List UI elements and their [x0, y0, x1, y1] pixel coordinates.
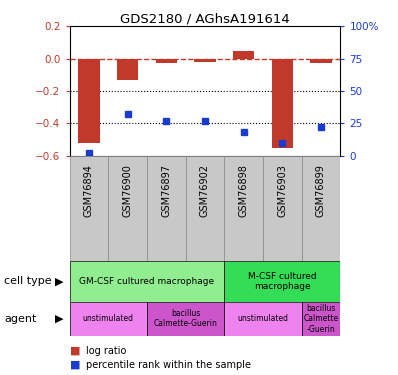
Bar: [233, 51, 254, 58]
Text: GSM76898: GSM76898: [239, 164, 249, 217]
Text: GSM76899: GSM76899: [316, 164, 326, 217]
Bar: [272, 58, 293, 147]
Text: GM-CSF cultured macrophage: GM-CSF cultured macrophage: [80, 277, 215, 286]
Bar: [302, 302, 340, 336]
Bar: [70, 261, 224, 302]
Bar: [147, 302, 224, 336]
Text: GSM76902: GSM76902: [200, 164, 210, 217]
Bar: [302, 156, 340, 261]
Text: GSM76903: GSM76903: [277, 164, 287, 217]
Bar: [224, 261, 340, 302]
Text: bacillus
Calmette
-Guerin: bacillus Calmette -Guerin: [303, 304, 339, 334]
Text: ▶: ▶: [55, 314, 64, 324]
Text: unstimulated: unstimulated: [83, 314, 134, 323]
Text: ■: ■: [70, 360, 80, 369]
Text: cell type: cell type: [4, 276, 52, 286]
Text: ■: ■: [70, 346, 80, 355]
Bar: [185, 156, 224, 261]
Bar: [310, 58, 332, 63]
Bar: [263, 156, 302, 261]
Title: GDS2180 / AGhsA191614: GDS2180 / AGhsA191614: [120, 12, 290, 25]
Text: unstimulated: unstimulated: [238, 314, 289, 323]
Text: GSM76897: GSM76897: [161, 164, 171, 217]
Bar: [224, 156, 263, 261]
Text: GSM76894: GSM76894: [84, 164, 94, 217]
Text: percentile rank within the sample: percentile rank within the sample: [86, 360, 251, 369]
Text: bacillus
Calmette-Guerin: bacillus Calmette-Guerin: [154, 309, 218, 328]
Bar: [117, 58, 138, 80]
Bar: [70, 156, 108, 261]
Bar: [70, 302, 147, 336]
Bar: [108, 156, 147, 261]
Bar: [156, 58, 177, 63]
Bar: [194, 58, 216, 62]
Text: GSM76900: GSM76900: [123, 164, 133, 217]
Text: log ratio: log ratio: [86, 346, 126, 355]
Text: M-CSF cultured
macrophage: M-CSF cultured macrophage: [248, 272, 316, 291]
Text: ▶: ▶: [55, 276, 64, 286]
Bar: [147, 156, 185, 261]
Bar: [78, 58, 100, 143]
Text: agent: agent: [4, 314, 36, 324]
Bar: [224, 302, 302, 336]
